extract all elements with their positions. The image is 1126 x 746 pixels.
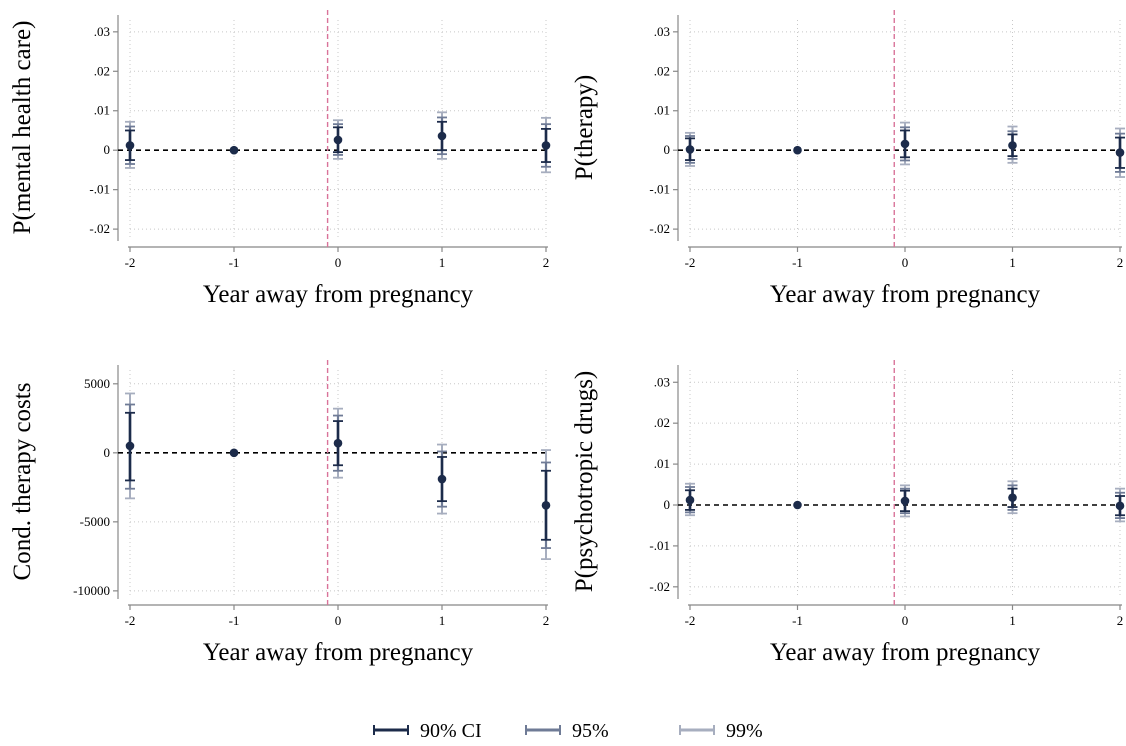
y-tick-label: .03 [654, 374, 670, 389]
y-tick-label: .03 [94, 24, 110, 39]
y-tick-label: .02 [654, 63, 670, 78]
x-axis-title: Year away from pregnancy [203, 639, 474, 666]
point-estimate [1115, 148, 1125, 157]
y-tick-label: -5000 [80, 514, 110, 529]
y-tick-label: -.01 [649, 182, 670, 197]
point-estimate [437, 131, 447, 141]
point-estimate [685, 495, 695, 505]
y-tick-label: -.02 [89, 221, 110, 236]
x-tick-label: 0 [902, 613, 909, 628]
y-tick-label: 0 [104, 142, 111, 157]
legend-item-ci95: 95% [525, 720, 609, 742]
y-tick-label: -.02 [649, 221, 670, 236]
x-tick-label: 2 [543, 613, 550, 628]
point-estimate [685, 145, 695, 154]
x-tick-label: -2 [125, 255, 136, 270]
chart-panels: .03 .02 .01 0 -.01 -.02 -2 -1 0 1 2 Year away from … [9, 10, 1125, 666]
point-estimate [1008, 493, 1017, 502]
x-tick-label: -2 [125, 613, 136, 628]
y-tick-label: .01 [654, 456, 670, 471]
y-tick-label: -.01 [89, 182, 110, 197]
x-tick-label: -2 [685, 255, 696, 270]
y-tick-label: .03 [654, 24, 670, 39]
point-estimate [541, 141, 551, 150]
legend-item-ci99: 99% [679, 720, 763, 742]
x-tick-label: 1 [439, 255, 446, 270]
point-estimate [333, 135, 343, 145]
x-tick-label: -1 [229, 255, 240, 270]
y-tick-label: -.01 [649, 538, 670, 553]
x-tick-label: 2 [1117, 255, 1124, 270]
y-tick-label: 5000 [84, 376, 110, 391]
chart-panel-3: 5000 0 -5000 -10000 -2 -1 0 1 2 Year away from pr… [9, 360, 551, 666]
x-tick-label: 1 [439, 613, 446, 628]
legend-item-ci90: 90% CI [373, 720, 482, 742]
chart-panel-1: .03 .02 .01 0 -.01 -.02 -2 -1 0 1 2 Year away from … [9, 10, 551, 308]
x-tick-label: 0 [335, 613, 342, 628]
y-tick-label: .02 [94, 63, 110, 78]
chart-panel-2: .03 .02 .01 0 -.01 -.02 -2 -1 0 1 2 Year away from … [571, 10, 1125, 308]
point-estimate [229, 145, 239, 155]
x-tick-label: -1 [229, 613, 240, 628]
x-tick-label: 2 [1117, 613, 1124, 628]
x-tick-label: 0 [335, 255, 342, 270]
point-estimate [1008, 141, 1017, 150]
point-estimate [125, 441, 135, 451]
y-axis-title: P(therapy) [571, 75, 598, 181]
y-tick-label: .02 [654, 415, 670, 430]
y-tick-label: 0 [664, 142, 671, 157]
point-estimate [541, 500, 551, 510]
x-tick-label: -2 [685, 613, 696, 628]
point-estimate [1115, 501, 1125, 511]
x-tick-label: 1 [1009, 613, 1016, 628]
x-axis-title: Year away from pregnancy [203, 281, 474, 308]
legend-label-ci90: 90% CI [420, 720, 482, 742]
y-tick-label: .01 [94, 103, 110, 118]
point-estimate [793, 145, 802, 155]
y-tick-label: 0 [664, 497, 671, 512]
point-estimate [900, 496, 910, 506]
point-estimate [793, 500, 802, 510]
legend-label-ci99: 99% [726, 720, 763, 742]
y-axis-title: P(mental health care) [9, 21, 36, 235]
chart-panel-4: .03 .02 .01 0 -.01 -.02 -2 -1 0 1 2 Year away from … [571, 360, 1125, 666]
y-tick-label: .01 [654, 103, 670, 118]
y-tick-label: -10000 [73, 583, 110, 598]
legend: 90% CI 95% 99% [373, 720, 763, 742]
point-estimate [900, 139, 910, 149]
x-axis-title: Year away from pregnancy [770, 639, 1041, 666]
x-tick-label: 1 [1009, 255, 1016, 270]
point-estimate [229, 448, 239, 458]
y-axis-title: Cond. therapy costs [9, 383, 36, 581]
x-axis-title: Year away from pregnancy [770, 281, 1041, 308]
x-tick-label: 2 [543, 255, 550, 270]
legend-label-ci95: 95% [572, 720, 609, 742]
point-estimate [333, 438, 343, 448]
x-tick-label: -1 [792, 613, 803, 628]
y-tick-label: 0 [104, 445, 111, 460]
x-tick-label: 0 [902, 255, 909, 270]
y-axis-title: P(psychotropic drugs) [571, 371, 598, 593]
point-estimate [125, 141, 135, 150]
x-tick-label: -1 [792, 255, 803, 270]
point-estimate [437, 474, 447, 484]
y-tick-label: -.02 [649, 579, 670, 594]
